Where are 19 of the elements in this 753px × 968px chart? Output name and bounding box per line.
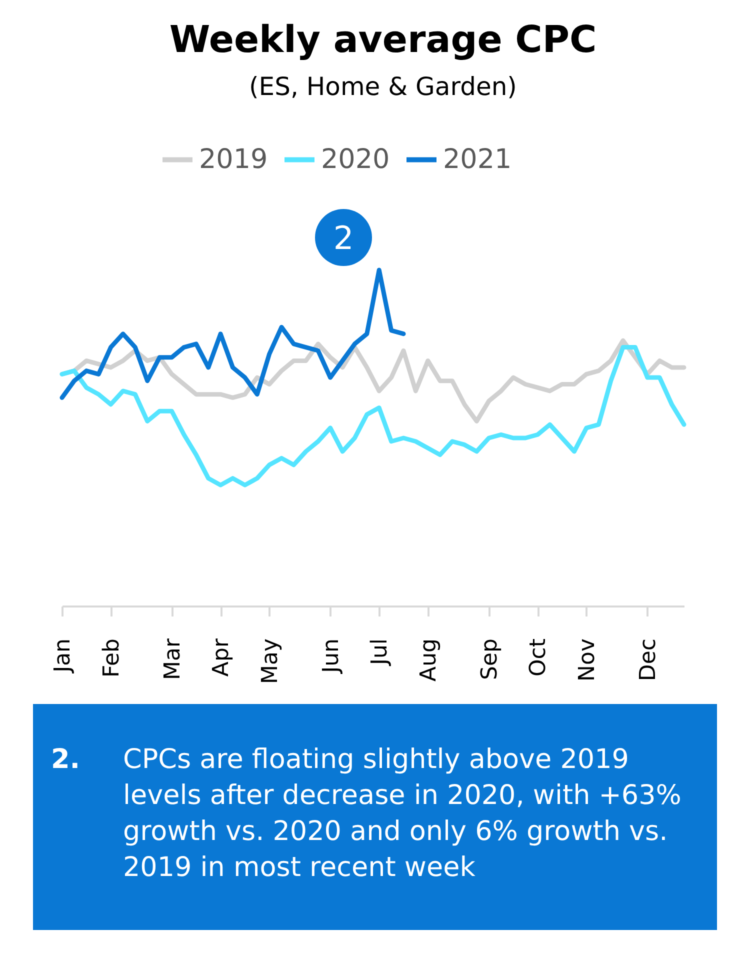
chart-subtitle: (ES, Home & Garden) <box>248 72 518 101</box>
x-tick-label: Oct <box>526 638 552 677</box>
x-tick-label: Mar <box>160 638 186 680</box>
x-tick-label: Aug <box>416 638 442 682</box>
x-tick-label: Nov <box>574 638 600 682</box>
number-badge: 2 <box>315 209 372 266</box>
note-box: 2. CPCs are floating slightly above 2019 levels after decrease in 2020, with +63% growth vs. 2020 and only 6% growth vs. 2019 in most recent week <box>33 704 717 930</box>
legend-label: 2021 <box>443 144 512 175</box>
x-tick-label: Sep <box>477 638 502 680</box>
x-tick-label: Dec <box>636 638 661 682</box>
x-tick-label: Jan <box>50 638 76 674</box>
legend-label: 2019 <box>199 144 268 175</box>
x-tick-label: Jun <box>318 638 344 675</box>
x-tick-label: Jul <box>368 638 393 668</box>
chart-title: Weekly average CPC <box>168 18 598 61</box>
x-tick-label: Feb <box>99 638 124 678</box>
x-tick-label: May <box>258 638 283 684</box>
legend-label: 2020 <box>321 144 390 175</box>
x-tick-label: Apr <box>209 638 234 677</box>
